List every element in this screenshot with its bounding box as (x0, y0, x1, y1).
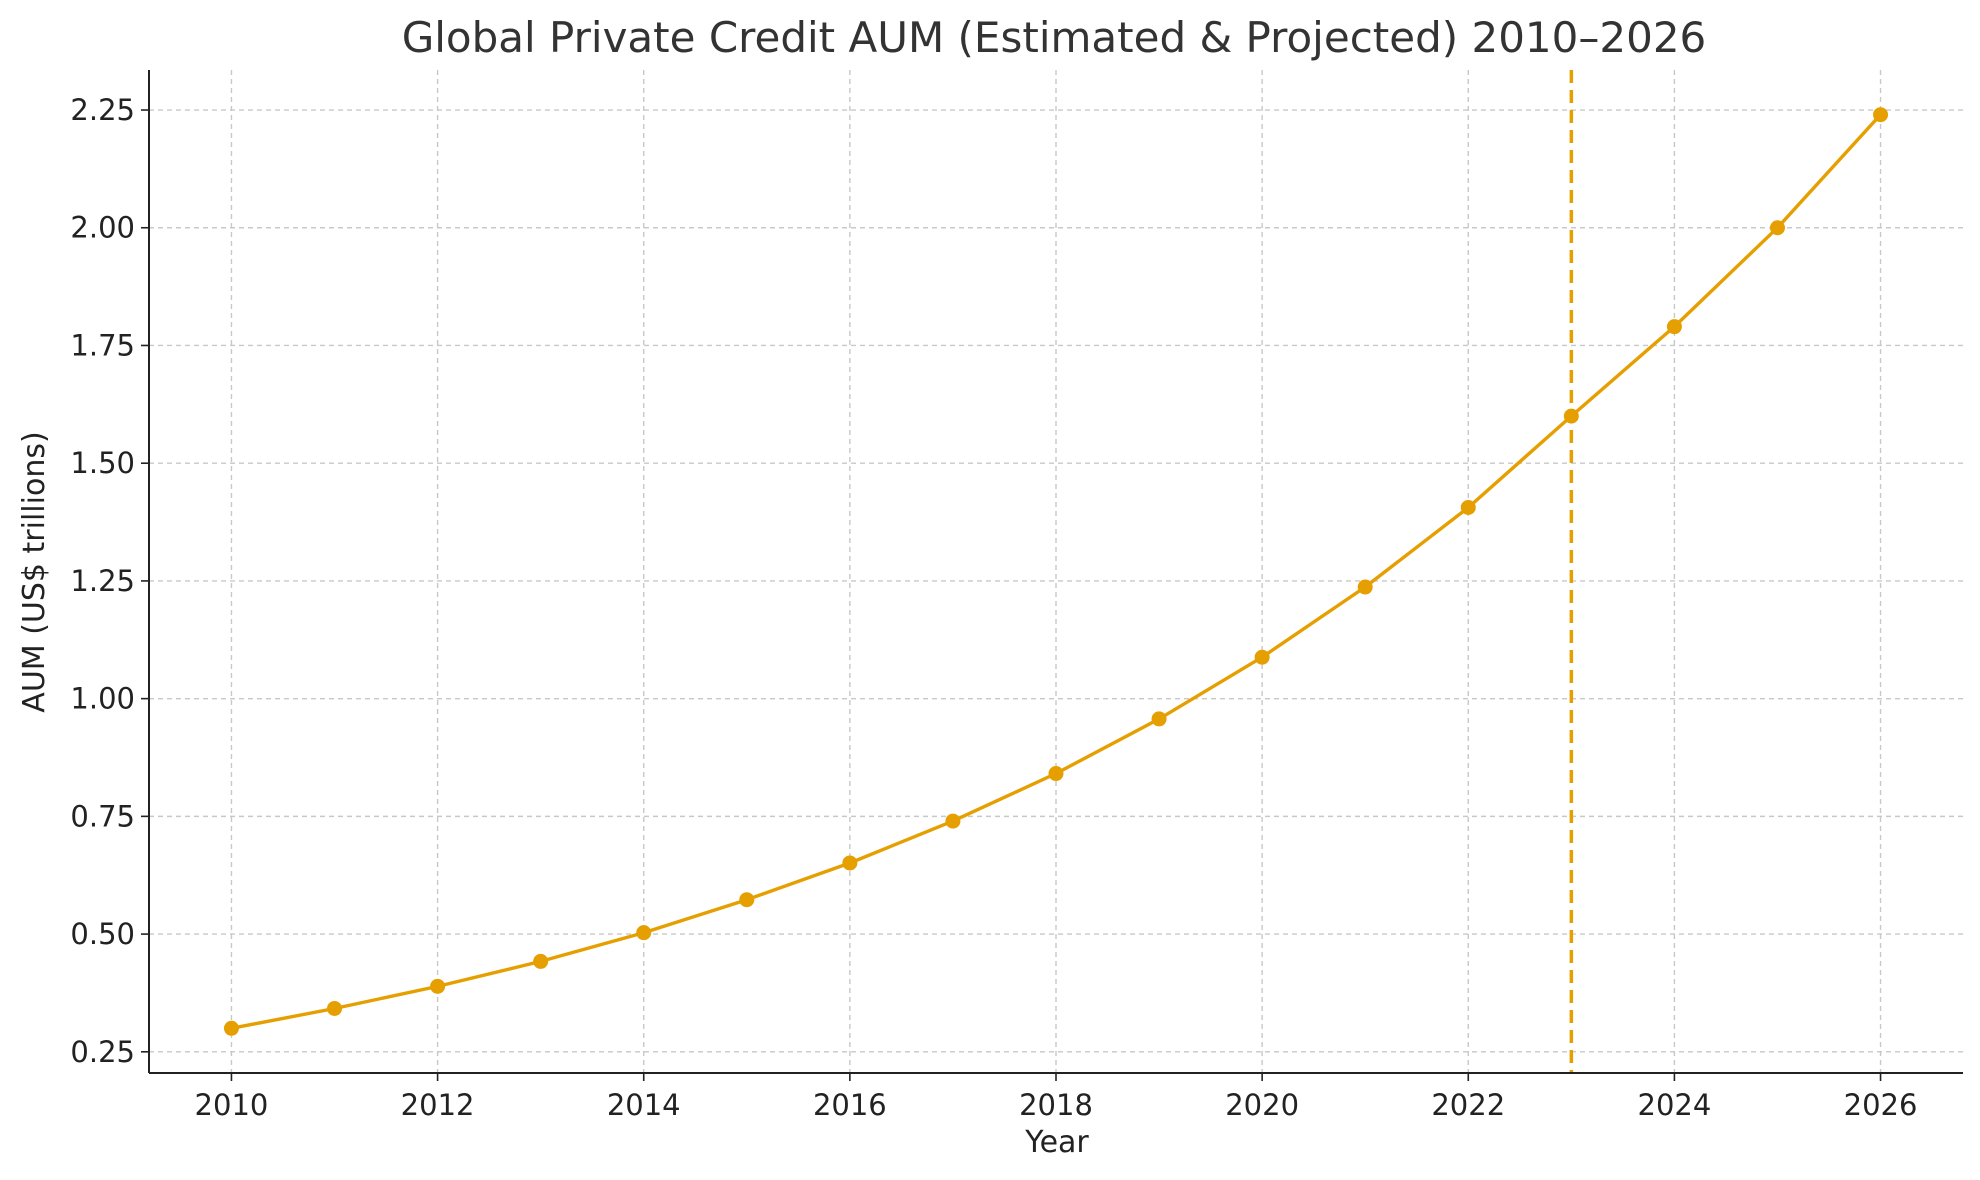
x-tick-label: 2010 (195, 1088, 269, 1122)
y-tick-label: 0.50 (70, 917, 135, 951)
x-tick-label: 2016 (813, 1088, 887, 1122)
axes (141, 70, 1963, 1081)
data-point (1048, 766, 1064, 782)
x-tick-label: 2012 (401, 1088, 475, 1122)
series-layer (223, 107, 1889, 1036)
y-tick-label: 1.75 (70, 328, 135, 362)
data-point (1357, 579, 1373, 595)
data-point (430, 978, 446, 994)
y-tick-label: 2.00 (70, 211, 135, 245)
y-tick-label: 1.00 (70, 682, 135, 716)
data-point (739, 892, 755, 908)
data-point (945, 813, 961, 829)
x-tick-label: 2024 (1638, 1088, 1712, 1122)
y-tick-label: 0.75 (70, 799, 135, 833)
y-tick-label: 2.25 (70, 93, 135, 127)
data-point (842, 855, 858, 871)
x-tick-label: 2026 (1844, 1088, 1918, 1122)
x-axis-label: Year (1024, 1125, 1089, 1160)
data-point (1769, 220, 1785, 236)
x-tick-label: 2022 (1431, 1088, 1505, 1122)
data-point (1873, 107, 1889, 123)
x-tick-label: 2020 (1225, 1088, 1299, 1122)
grid (149, 70, 1963, 1073)
data-point (327, 1000, 343, 1016)
data-point (1666, 319, 1682, 335)
y-tick-label: 0.25 (70, 1035, 135, 1069)
data-point (1254, 649, 1270, 665)
x-tick-label: 2018 (1019, 1088, 1093, 1122)
y-tick-label: 1.50 (70, 446, 135, 480)
data-point (1563, 408, 1579, 424)
data-point (636, 925, 652, 941)
x-tick-label: 2014 (607, 1088, 681, 1122)
data-point (223, 1020, 239, 1036)
tick-labels: 2010 2012 2014 2016 2018 2020 2022 2024 2026 0.25… (70, 93, 1917, 1122)
data-point (1460, 499, 1476, 515)
data-point (533, 953, 549, 969)
chart-title: Global Private Credit AUM (Estimated & P… (402, 13, 1707, 62)
data-point (1151, 711, 1167, 727)
y-axis-label: AUM (US$ trillions) (17, 431, 52, 712)
y-tick-label: 1.25 (70, 564, 135, 598)
